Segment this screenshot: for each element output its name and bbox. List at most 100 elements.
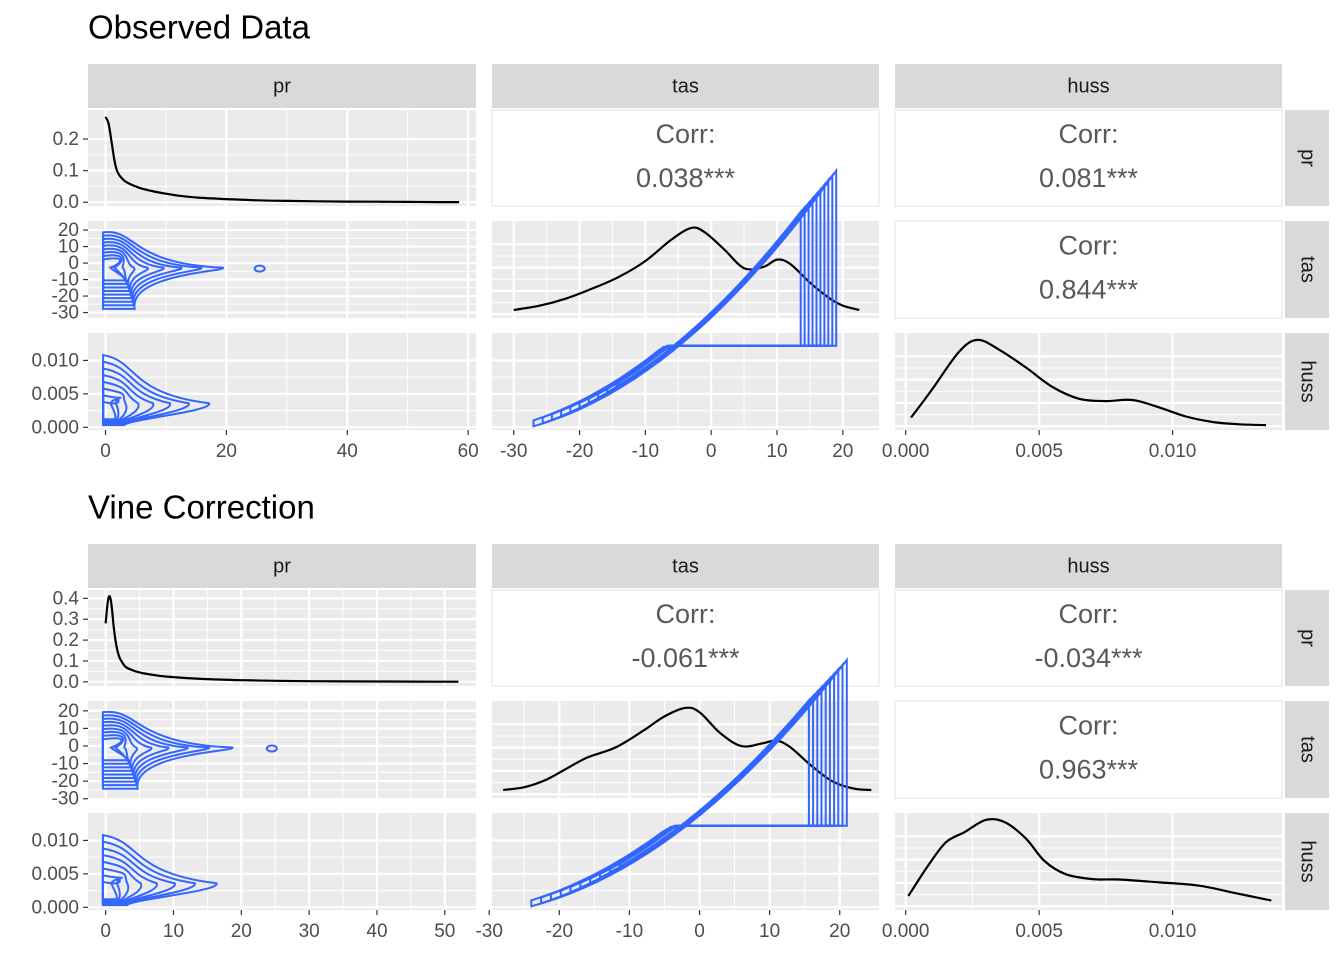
corr-value: 0.038***	[636, 163, 736, 193]
contour-line	[101, 840, 196, 906]
corr-panel-bg	[894, 109, 1283, 207]
row-strip-label: tas	[1297, 736, 1319, 763]
row-strip-huss	[1285, 333, 1329, 430]
corr-panel-bg	[894, 220, 1283, 319]
contour-line	[102, 237, 183, 303]
corr-label: Corr:	[1059, 711, 1119, 741]
row-strip-label: tas	[1297, 256, 1319, 283]
y-tick-label: -20	[52, 771, 79, 792]
column-strip-label: tas	[672, 75, 699, 97]
x-tick-label: -30	[500, 441, 527, 462]
contour-line	[102, 353, 211, 427]
x-tick-label: 0	[694, 921, 705, 942]
y-tick-label: 0.0	[53, 192, 79, 213]
contour-line	[102, 234, 203, 307]
contour-island	[253, 264, 266, 273]
panel-pr-tas-contour	[88, 701, 476, 798]
x-tick-label: -30	[475, 921, 502, 942]
x-tick-label: 20	[832, 441, 853, 462]
y-tick-label: 0.2	[53, 129, 79, 150]
figure-title: Vine Correction	[88, 489, 315, 526]
corr-panel-bg	[894, 700, 1283, 799]
panel-pr-tas-bg	[88, 221, 476, 318]
contour-line	[102, 360, 190, 426]
y-tick-label: 0.3	[53, 609, 79, 630]
column-strip-huss	[895, 544, 1282, 588]
row-strip-label: pr	[1297, 629, 1319, 647]
x-tick-label: 0	[100, 921, 111, 942]
corr-value: 0.963***	[1039, 755, 1139, 785]
panel-tas-density-bg	[492, 701, 879, 798]
x-tick-label: 0.000	[882, 921, 930, 942]
corr-label: Corr:	[1059, 599, 1119, 629]
column-strip-tas	[492, 64, 879, 108]
corr-panel-pr-huss: Corr: -0.034***	[894, 589, 1283, 687]
column-strip-tas	[492, 544, 879, 588]
contour-line	[102, 367, 171, 425]
y-tick-label: 0.2	[53, 630, 79, 651]
panel-tas-huss-contour	[492, 657, 879, 910]
contour-island	[265, 744, 278, 753]
panel-tas-huss-bg	[492, 333, 879, 430]
y-tick-label: -10	[52, 270, 79, 291]
x-tick-label: -20	[566, 441, 593, 462]
corr-label: Corr:	[656, 119, 716, 149]
density-line-huss	[910, 338, 1267, 427]
panel-pr-density	[88, 590, 476, 686]
x-tick-label: 0	[706, 441, 717, 462]
y-tick-label: 0.010	[31, 830, 79, 851]
y-tick-label: -30	[52, 789, 79, 810]
y-tick-label: -30	[52, 303, 79, 324]
x-tick-label: 20	[231, 921, 252, 942]
corr-value: 0.844***	[1039, 275, 1139, 305]
row-strip-pr	[1285, 590, 1329, 686]
contour-line	[102, 387, 128, 422]
x-tick-label: 20	[216, 441, 237, 462]
y-tick-label: 0.010	[31, 350, 79, 371]
y-tick-label: 20	[58, 701, 79, 722]
x-tick-label: 20	[829, 921, 850, 942]
corr-label: Corr:	[1059, 231, 1119, 261]
panel-pr-tas-contour	[88, 221, 476, 318]
column-strip-pr	[88, 544, 476, 588]
contour-line	[101, 878, 121, 901]
contour-line	[101, 737, 131, 762]
x-tick-label: 0	[100, 441, 111, 462]
x-tick-label: -20	[546, 921, 573, 942]
corr-label: Corr:	[656, 599, 716, 629]
column-strip-label: huss	[1067, 75, 1109, 97]
row-strip-label: pr	[1297, 149, 1319, 167]
x-tick-label: 10	[163, 921, 184, 942]
corr-panel-bg	[894, 589, 1283, 687]
row-strip-tas	[1285, 701, 1329, 798]
contour-line	[102, 231, 224, 310]
row-strip-label: huss	[1297, 840, 1319, 882]
panel-pr-huss-contour	[88, 333, 476, 430]
pairs-figure-1: Vine Correction pr tas huss pr tas huss Corr: -0…	[31, 489, 1329, 942]
column-strip-label: pr	[273, 555, 291, 577]
contour-line	[101, 734, 132, 765]
corr-panel-bg	[491, 589, 880, 687]
y-tick-label: 0.000	[31, 417, 79, 438]
panel-pr-huss-contour	[88, 813, 476, 910]
contour-line	[101, 717, 189, 783]
panel-tas-huss-bg	[492, 813, 879, 910]
corr-panel-tas-huss: Corr: 0.844***	[894, 220, 1283, 319]
contour-line	[101, 853, 158, 904]
panel-tas-density	[492, 701, 879, 798]
x-tick-label: 40	[337, 441, 358, 462]
y-tick-label: -20	[52, 286, 79, 307]
x-tick-label: 10	[766, 441, 787, 462]
column-strip-label: pr	[273, 75, 291, 97]
panel-tas-huss-contour	[492, 167, 879, 430]
y-tick-label: 0	[68, 736, 79, 757]
contour-line	[102, 373, 154, 424]
contour-line	[102, 254, 130, 285]
x-tick-label: 0.005	[1015, 921, 1063, 942]
panel-huss-density-bg	[895, 333, 1282, 430]
column-strip-label: huss	[1067, 555, 1109, 577]
corr-label: Corr:	[1059, 119, 1119, 149]
x-tick-label: -10	[616, 921, 643, 942]
figure-title: Observed Data	[88, 9, 311, 46]
x-tick-label: 10	[759, 921, 780, 942]
